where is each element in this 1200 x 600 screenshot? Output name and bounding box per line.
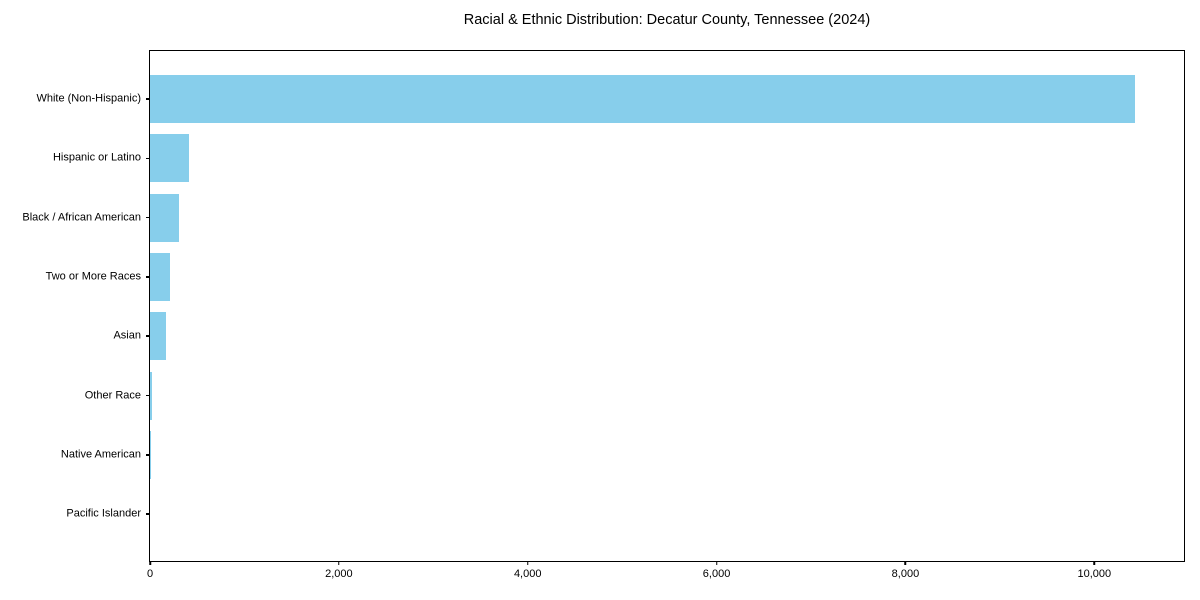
x-tick-label: 2,000 xyxy=(325,568,353,580)
y-tick xyxy=(146,335,150,337)
bar xyxy=(150,193,179,242)
chart-title: Racial & Ethnic Distribution: Decatur Co… xyxy=(463,12,871,28)
y-tick xyxy=(146,513,150,515)
y-tick-label: Black / African American xyxy=(22,211,141,224)
x-tick-label: 0 xyxy=(146,568,154,580)
x-tick xyxy=(904,561,907,565)
plot-area: White (Non-Hispanic) Hispanic or Latino Bl… xyxy=(22,50,1185,580)
x-tick-label: 6,000 xyxy=(702,568,731,580)
x-tick xyxy=(526,561,529,565)
y-tick xyxy=(146,394,150,397)
bar xyxy=(150,312,167,361)
x-tick xyxy=(338,561,340,565)
x-tick-label: 4,000 xyxy=(513,568,542,580)
y-tick-label: Two or More Races xyxy=(45,270,141,283)
x-tick xyxy=(149,561,151,565)
y-tick-label: Other Race xyxy=(84,389,141,401)
x-tick-label: 10,000 xyxy=(1077,568,1112,580)
y-tick xyxy=(146,216,150,219)
y-tick xyxy=(146,98,150,100)
y-tick-label: Hispanic or Latino xyxy=(52,151,141,164)
x-tick xyxy=(1093,561,1096,565)
bar xyxy=(150,252,170,301)
bar xyxy=(150,430,151,479)
x-tick-label: 8,000 xyxy=(891,568,920,580)
bar xyxy=(150,75,1135,123)
bar xyxy=(150,371,153,420)
y-tick xyxy=(146,157,150,160)
y-tick-label: Pacific Islander xyxy=(66,507,141,520)
y-tick-label: Asian xyxy=(113,329,141,342)
x-tick xyxy=(715,561,718,565)
y-tick xyxy=(146,454,150,456)
y-tick xyxy=(146,276,150,278)
bar xyxy=(150,134,190,183)
y-tick-label: Native American xyxy=(60,448,141,461)
y-tick-label: White (Non-Hispanic) xyxy=(36,92,141,105)
